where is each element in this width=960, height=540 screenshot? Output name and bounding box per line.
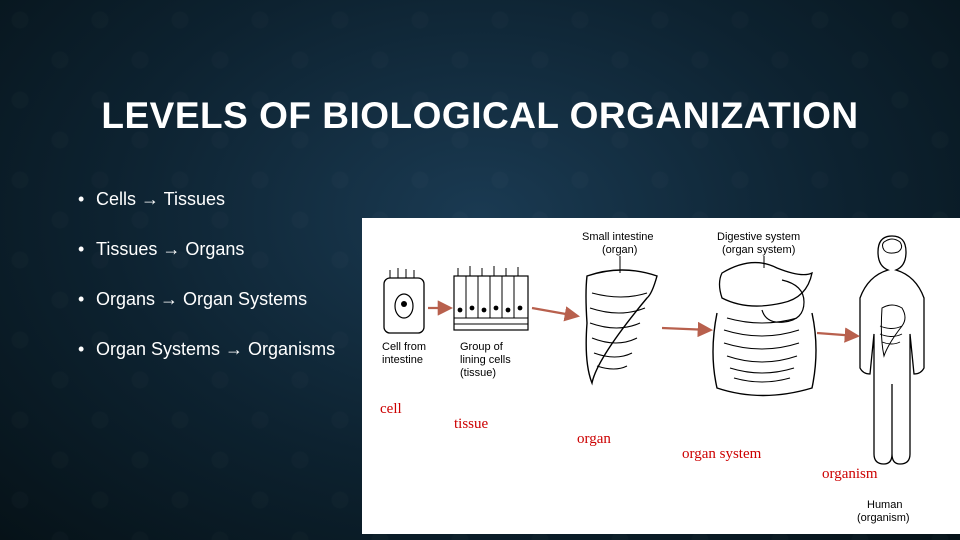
label-system-2: (organ system) (722, 244, 795, 256)
diagram-svg: Cell from intestine cell Group of (362, 218, 960, 534)
node-organism: organism Human (organism) (822, 236, 924, 524)
label-tissue-2: lining cells (460, 354, 511, 366)
slide-title: LEVELS OF BIOLOGICAL ORGANIZATION (0, 95, 960, 137)
node-cell: Cell from intestine cell (380, 268, 426, 417)
arrow-icon (532, 308, 577, 316)
node-tissue: Group of lining cells (tissue) tissue (454, 266, 528, 432)
arrow-icon (817, 333, 857, 336)
hand-tissue: tissue (454, 416, 489, 432)
hand-system: organ system (682, 446, 762, 462)
bullet-list: Cells → Tissues Tissues → Organs Organs … (78, 190, 335, 390)
node-organ: Small intestine (organ) organ (577, 231, 657, 447)
bullet-item: Organs → Organ Systems (78, 290, 335, 308)
label-tissue-3: (tissue) (460, 367, 496, 379)
arrow-icon (662, 328, 710, 330)
label-cell-1: Cell from (382, 341, 426, 353)
label-organism-1: Human (867, 499, 902, 511)
label-cell-2: intestine (382, 354, 423, 366)
organization-diagram: Cell from intestine cell Group of (362, 218, 960, 534)
label-system-1: Digestive system (717, 231, 800, 243)
slide: LEVELS OF BIOLOGICAL ORGANIZATION Cells … (0, 0, 960, 540)
hand-organ: organ (577, 431, 611, 447)
label-tissue-1: Group of (460, 341, 504, 353)
node-system: Digestive system (organ system) organ sy… (682, 231, 816, 462)
label-organ-1: Small intestine (582, 231, 654, 243)
hand-organism: organism (822, 466, 878, 482)
bullet-item: Tissues → Organs (78, 240, 335, 258)
bullet-item: Organ Systems → Organisms (78, 340, 335, 358)
hand-cell: cell (380, 401, 402, 417)
bullet-item: Cells → Tissues (78, 190, 335, 208)
label-organ-2: (organ) (602, 244, 637, 256)
label-organism-2: (organism) (857, 512, 910, 524)
